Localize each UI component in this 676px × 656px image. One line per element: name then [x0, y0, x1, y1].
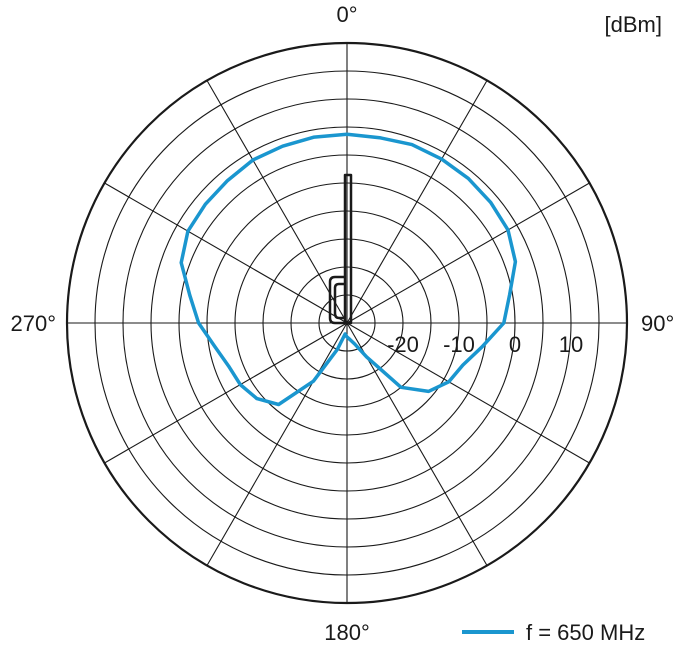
grid-spoke: [346, 322, 590, 464]
radial-tick-label: -10: [443, 332, 475, 357]
grid-spoke: [104, 182, 348, 324]
radial-tick-label: 0: [509, 332, 521, 357]
grid-spoke: [346, 322, 488, 566]
grid-spoke: [206, 80, 348, 324]
antenna-device-drawing: [328, 173, 353, 325]
legend: f = 650 MHz: [462, 620, 645, 645]
labels-layer: [dBm] 0° 90° 180° 270° -20 -10 0 10: [10, 2, 674, 645]
unit-label: [dBm]: [605, 12, 662, 37]
grid-spoke: [104, 322, 348, 464]
grid-spoke: [346, 80, 488, 324]
angle-label: 180°: [324, 620, 370, 645]
series-line: [179, 132, 518, 407]
antenna-device-outline: [328, 173, 353, 325]
angle-label: 0°: [336, 2, 357, 27]
legend-label: f = 650 MHz: [526, 620, 645, 645]
angle-label: 270°: [10, 311, 56, 336]
series-layer: [179, 132, 518, 407]
radial-tick-label: 10: [559, 332, 583, 357]
polar-grid: [65, 41, 629, 605]
grid-spoke: [346, 182, 590, 324]
angle-label: 90°: [641, 311, 674, 336]
grid-spoke: [206, 322, 348, 566]
radial-tick-label: -20: [387, 332, 419, 357]
